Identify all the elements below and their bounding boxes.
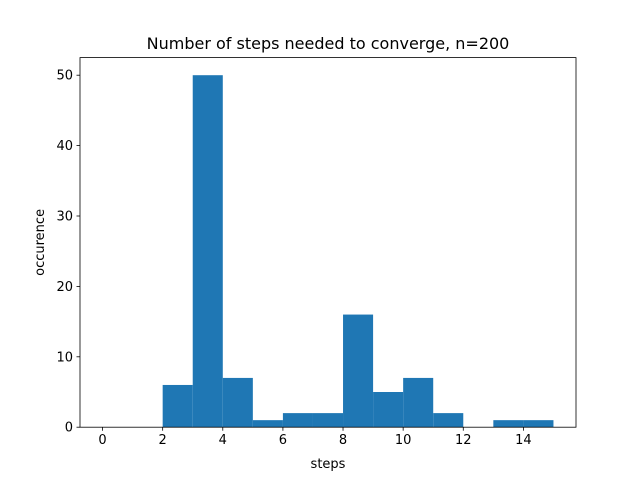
y-axis-label: occurence: [33, 209, 48, 276]
x-tick-label-1: 2: [159, 433, 167, 448]
x-tick-label-2: 4: [219, 433, 227, 448]
histogram-bar-2: [162, 384, 193, 428]
bars-group: [162, 75, 554, 428]
chart-title: Number of steps needed to converge, n=20…: [147, 34, 510, 53]
histogram-bar-6: [282, 413, 313, 428]
histogram-bar-10: [403, 377, 434, 428]
histogram-bar-14: [523, 420, 554, 428]
x-tick-label-0: 0: [98, 433, 106, 448]
x-axis-ticks: 0 2 4 6 8 10 12 14: [98, 427, 532, 448]
histogram-bar-7: [312, 413, 344, 428]
histogram-bar-4: [222, 377, 253, 428]
histogram-bar-8: [343, 314, 374, 428]
histogram-bar-5: [252, 420, 283, 428]
y-tick-label-1: 10: [56, 350, 73, 365]
x-axis-label: steps: [311, 457, 346, 472]
histogram-bar-11: [433, 413, 464, 428]
y-tick-label-4: 40: [56, 139, 73, 154]
y-axis-ticks: 0 10 20 30 40 50: [56, 69, 80, 436]
x-tick-label-7: 14: [515, 433, 532, 448]
y-tick-label-5: 50: [56, 69, 73, 84]
axes-frame: [79, 57, 577, 428]
y-tick-label-2: 20: [56, 280, 73, 295]
x-tick-label-5: 10: [395, 433, 412, 448]
x-tick-label-6: 12: [455, 433, 472, 448]
y-tick-label-0: 0: [65, 421, 73, 436]
x-tick-label-4: 8: [339, 433, 347, 448]
x-tick-label-3: 6: [279, 433, 287, 448]
y-tick-label-3: 30: [56, 210, 73, 225]
histogram-bar-9: [373, 392, 404, 428]
histogram-bar-13: [493, 420, 524, 428]
histogram-bar-3: [192, 75, 223, 428]
